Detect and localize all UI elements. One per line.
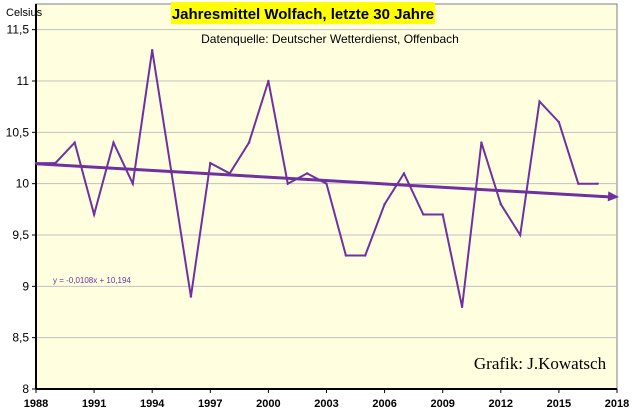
data-point (499, 203, 502, 206)
data-point (480, 141, 483, 144)
credit-label: Grafik: J.Kowatsch (474, 354, 607, 373)
data-point (383, 203, 386, 206)
data-point (286, 182, 289, 185)
x-tick-label: 2018 (605, 398, 629, 410)
y-tick-label: 11 (17, 74, 30, 88)
data-point (460, 305, 464, 309)
data-point (73, 141, 76, 144)
data-point (112, 141, 115, 144)
y-tick-label: 9 (22, 279, 29, 293)
data-point (92, 213, 96, 216)
x-tick-label: 1991 (82, 398, 106, 410)
data-point (402, 172, 406, 175)
chart-subtitle: Datenquelle: Deutscher Wetterdienst, Off… (201, 32, 459, 46)
y-tick-label: 8,5 (12, 331, 29, 345)
data-point (267, 79, 270, 83)
x-tick-label: 1988 (24, 398, 48, 410)
x-tick-label: 1994 (140, 398, 165, 410)
data-point (596, 182, 599, 185)
data-point (577, 182, 580, 185)
trend-line (35, 162, 612, 199)
trend-group (35, 162, 619, 202)
x-tick-label: 2012 (489, 398, 513, 410)
trend-equation: y = -0,0108x + 10,194 (53, 276, 131, 285)
x-tick-label: 2015 (547, 398, 571, 410)
y-tick-label: 11,5 (7, 23, 30, 37)
y-tick-label: 10,5 (6, 125, 30, 139)
data-point (325, 182, 328, 185)
data-point (538, 100, 541, 103)
y-tick-label: 8 (22, 382, 29, 396)
data-point (557, 120, 561, 124)
tick-labels: 8 8,5 9 9,5 10 10,5 11 11,5 1988 1991 1994 1997 2000… (6, 23, 630, 410)
y-axis-label: Celsius (6, 7, 43, 19)
data-point (441, 213, 444, 216)
data-point (131, 182, 135, 185)
chart-title: Jahresmittel Wolfach, letzte 30 Jahre (172, 6, 434, 23)
y-tick-label: 9,5 (12, 228, 29, 242)
trend-arrowhead (607, 191, 619, 202)
x-tick-label: 2006 (372, 398, 396, 410)
data-point (209, 161, 212, 165)
data-point (247, 141, 251, 144)
data-point (364, 254, 367, 257)
data-point (151, 49, 154, 52)
title-box (171, 2, 435, 24)
x-tick-label: 2000 (256, 398, 280, 410)
x-tick-label: 1997 (198, 398, 222, 410)
plot-area (35, 3, 618, 390)
data-point (305, 172, 309, 175)
y-tick-label: 10 (16, 177, 30, 191)
data-point (518, 233, 522, 237)
data-point (344, 254, 348, 257)
x-tick-label: 2003 (314, 398, 338, 410)
x-tick-label: 2009 (430, 398, 454, 410)
data-point (422, 213, 425, 216)
data-point (189, 295, 193, 298)
